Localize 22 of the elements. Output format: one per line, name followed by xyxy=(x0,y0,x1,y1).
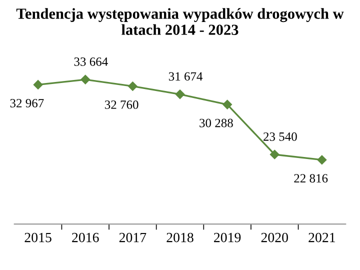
x-tick-label: 2016 xyxy=(72,232,99,242)
point xyxy=(175,90,185,99)
point xyxy=(317,155,327,164)
data-label: 22 816 xyxy=(294,174,328,183)
data-label: 33 664 xyxy=(74,57,108,66)
point xyxy=(222,100,232,110)
data-label: 30 288 xyxy=(200,118,233,128)
data-label: 23 540 xyxy=(264,132,297,141)
point xyxy=(270,150,280,160)
point xyxy=(80,74,90,84)
point xyxy=(33,80,43,90)
x-tick-label: 2021 xyxy=(308,232,335,242)
x-tick-label: 2019 xyxy=(214,232,241,242)
data-label: 32 967 xyxy=(10,98,44,108)
x-tick-label: 2020 xyxy=(261,232,288,242)
data-label: 32 760 xyxy=(104,100,138,109)
point xyxy=(128,82,138,91)
x-tick-label: 2017 xyxy=(119,232,146,242)
x-tick-label: 2015 xyxy=(24,232,52,242)
data-label: 31 674 xyxy=(168,72,203,81)
chart-title: Tendencja występowania wypadków drogowych w latach 2014 - 2023 xyxy=(16,8,344,35)
x-tick-label: 2018 xyxy=(166,232,194,242)
